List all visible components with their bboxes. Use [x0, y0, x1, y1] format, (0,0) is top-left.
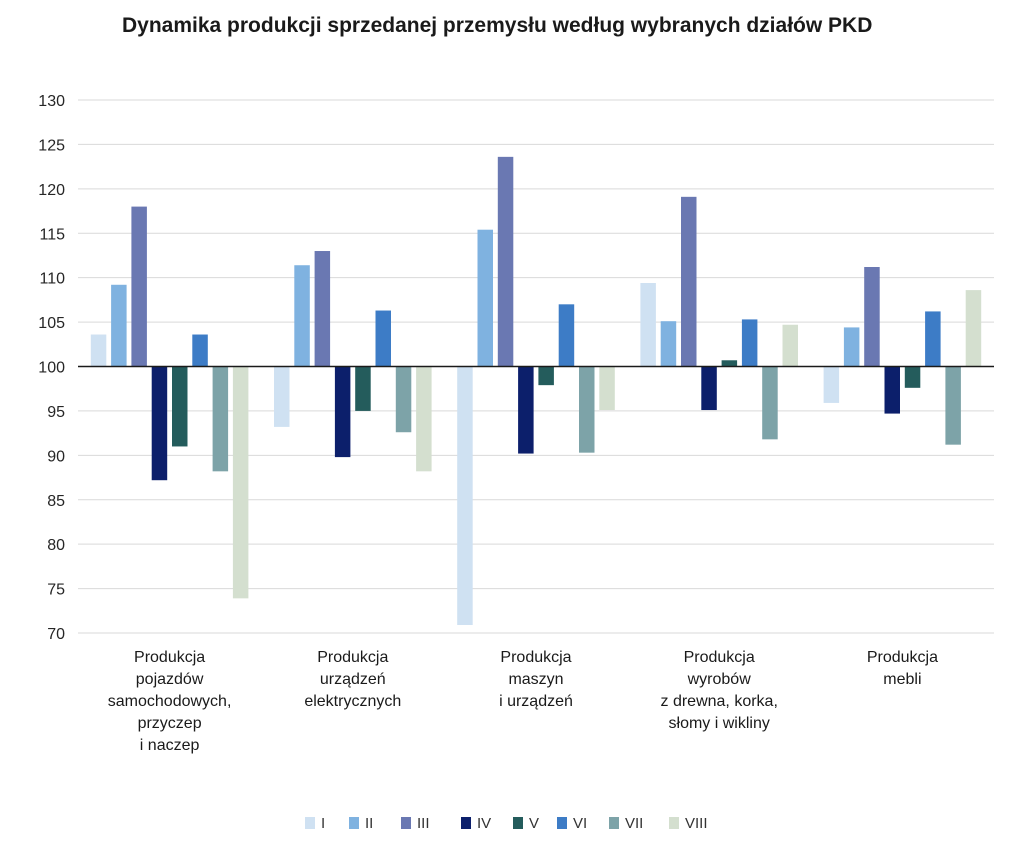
bar [904, 366, 921, 388]
x-category-label-line: Produkcja [500, 649, 571, 666]
x-category-label-line: pojazdów [136, 671, 204, 688]
x-category-label-line: Produkcja [134, 649, 205, 666]
x-category-label-line: elektrycznych [304, 693, 401, 710]
bar [640, 282, 656, 367]
bar [538, 366, 554, 386]
x-category-label-line: przyczep [138, 715, 202, 732]
bar [660, 321, 677, 367]
y-tick-label: 85 [47, 493, 65, 510]
legend-swatch [401, 817, 411, 829]
legend-swatch [513, 817, 523, 829]
y-tick-label: 70 [47, 626, 65, 643]
x-category-label: Produkcja pojazdów samochodowych, przyczep i… [108, 649, 232, 754]
legend-label: V [529, 815, 539, 832]
y-tick-label: 125 [38, 137, 65, 154]
bar [477, 229, 493, 367]
bar [721, 360, 738, 367]
y-tick-label: 90 [47, 448, 65, 465]
bar [823, 366, 840, 403]
x-category-label-line: samochodowych, [108, 693, 232, 710]
bar [395, 366, 412, 433]
bar [945, 366, 961, 445]
legend-label: VI [573, 815, 587, 832]
y-tick-label: 75 [47, 582, 65, 599]
bar [274, 366, 290, 427]
chart-title: Dynamika produkcji sprzedanej przemysłu … [122, 14, 873, 37]
legend-swatch [669, 817, 679, 829]
y-tick-label: 110 [39, 271, 65, 288]
bar [314, 251, 331, 367]
bar [701, 366, 717, 411]
bar [864, 267, 880, 367]
bar [172, 366, 188, 447]
x-category-label-line: Produkcja [317, 649, 388, 666]
x-category-label-line: urządzeń [320, 671, 386, 688]
x-category-label-line: maszyn [508, 671, 563, 688]
bar [90, 334, 107, 367]
gridlines: 70 75 80 85 90 95 100 105 110 115 120 125 130 [38, 93, 994, 643]
bar [518, 366, 534, 454]
legend-label: III [417, 815, 430, 832]
x-category-label-line: i naczep [140, 737, 200, 754]
bar [782, 324, 798, 367]
bar [681, 196, 697, 367]
bar [925, 311, 941, 367]
bar [151, 366, 168, 481]
legend-swatch [461, 817, 471, 829]
bars [90, 156, 982, 626]
bar [375, 310, 391, 367]
legend-swatch [557, 817, 567, 829]
bar [131, 206, 147, 367]
y-tick-label: 100 [38, 360, 65, 377]
x-category-label-line: Produkcja [684, 649, 755, 666]
x-category-label: Produkcja maszyn i urządzeń [499, 649, 573, 710]
bar [762, 366, 778, 440]
legend: I II III IV V VI VII VIII [305, 815, 708, 832]
y-tick-label: 115 [39, 226, 65, 243]
legend-swatch [609, 817, 619, 829]
y-tick-label: 130 [38, 93, 65, 110]
x-category-label-line: Produkcja [867, 649, 938, 666]
x-category-label-line: mebli [883, 671, 921, 688]
x-category-label-line: wyrobów [687, 671, 752, 688]
bar [599, 366, 615, 411]
x-category-label-line: słomy i wikliny [669, 715, 770, 732]
bar [558, 304, 575, 367]
bar [457, 366, 473, 626]
bar [212, 366, 229, 472]
y-tick-label: 95 [47, 404, 65, 421]
legend-label: II [365, 815, 373, 832]
legend-label: VIII [685, 815, 708, 832]
legend-swatch [349, 817, 359, 829]
bar [294, 265, 310, 367]
bar [355, 366, 371, 411]
bar [192, 334, 208, 367]
x-category-label: Produkcja mebli [867, 649, 938, 688]
bar [965, 290, 982, 367]
bar [334, 366, 351, 458]
legend-swatch [305, 817, 315, 829]
legend-label: IV [477, 815, 491, 832]
bar [579, 366, 595, 453]
x-category-label: Produkcja urządzeń elektrycznych [304, 649, 401, 710]
bar [111, 284, 127, 367]
x-category-label: Produkcja wyrobów z drewna, korka, słomy i … [661, 649, 778, 732]
bar [884, 366, 900, 414]
legend-label: VII [625, 815, 643, 832]
y-tick-label: 80 [47, 537, 65, 554]
bar [741, 319, 758, 367]
category-labels: Produkcja pojazdów samochodowych, przyczep i… [108, 649, 938, 754]
y-tick-label: 105 [38, 315, 65, 332]
bar [497, 156, 514, 367]
bar [232, 366, 249, 599]
y-tick-label: 120 [38, 182, 65, 199]
x-category-label-line: z drewna, korka, [661, 693, 778, 710]
bar [843, 327, 860, 367]
x-category-label-line: i urządzeń [499, 693, 573, 710]
bar [416, 366, 432, 472]
legend-label: I [321, 815, 325, 832]
